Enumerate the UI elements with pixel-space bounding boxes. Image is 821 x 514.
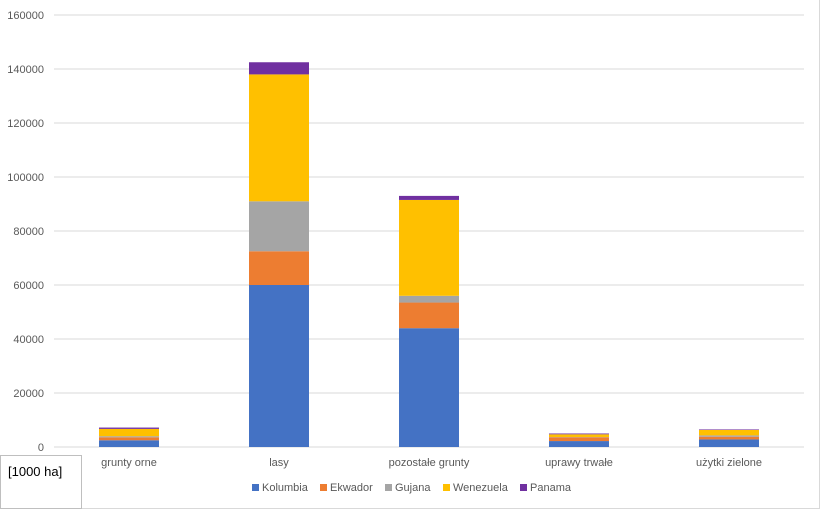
- bar-segment-kolumbia-5: [699, 439, 759, 447]
- x-axis-ticks: grunty orne lasy pozostałe grunty uprawy tr…: [101, 457, 762, 469]
- legend-swatch-wenezuela: [443, 484, 450, 491]
- bar-segment-panama-1: [99, 428, 159, 429]
- bar-segment-ekwador-1: [99, 437, 159, 440]
- y-tick-label: 100000: [7, 172, 44, 184]
- y-tick-label: 20000: [13, 388, 44, 400]
- bar-segment-ekwador-4: [549, 437, 609, 441]
- legend-label-ekwador: Ekwador: [330, 482, 373, 494]
- y-axis-ticks: 0 20000 40000 60000 80000 100000 120000 140000 1…: [7, 10, 44, 454]
- bar-segment-ekwador-3: [399, 303, 459, 329]
- bar-segment-gujana-1: [99, 436, 159, 437]
- y-tick-label: 120000: [7, 118, 44, 130]
- bar-segment-kolumbia-1: [99, 440, 159, 447]
- bar-segment-wenezuela-2: [249, 74, 309, 201]
- x-tick-label: użytki zielone: [696, 457, 762, 469]
- y-tick-label: 40000: [13, 334, 44, 346]
- legend-swatch-gujana: [385, 484, 392, 491]
- unit-box: [1000 ha]: [0, 455, 82, 509]
- bar-segment-ekwador-5: [699, 437, 759, 440]
- bar-segment-gujana-3: [399, 296, 459, 303]
- y-tick-label: 160000: [7, 10, 44, 22]
- bar-segment-panama-2: [249, 62, 309, 74]
- legend-label-kolumbia: Kolumbia: [262, 482, 309, 494]
- y-tick-label: 140000: [7, 64, 44, 76]
- bar-segment-ekwador-2: [249, 251, 309, 285]
- legend: Kolumbia Ekwador Gujana Wenezuela Panama: [252, 482, 572, 494]
- bar-segment-panama-5: [699, 429, 759, 430]
- x-tick-label: pozostałe grunty: [389, 457, 470, 469]
- bar-segment-gujana-5: [699, 435, 759, 436]
- bar-segment-wenezuela-5: [699, 430, 759, 435]
- bar-segment-wenezuela-4: [549, 434, 609, 437]
- legend-swatch-panama: [520, 484, 527, 491]
- legend-swatch-ekwador: [320, 484, 327, 491]
- legend-label-gujana: Gujana: [395, 482, 431, 494]
- y-tick-label: 80000: [13, 226, 44, 238]
- legend-swatch-kolumbia: [252, 484, 259, 491]
- bar-segment-panama-4: [549, 434, 609, 435]
- x-tick-label: grunty orne: [101, 457, 157, 469]
- legend-label-wenezuela: Wenezuela: [453, 482, 509, 494]
- bar-segment-wenezuela-3: [399, 200, 459, 296]
- bar-segment-kolumbia-3: [399, 328, 459, 447]
- y-tick-label: 60000: [13, 280, 44, 292]
- x-tick-label: uprawy trwałe: [545, 457, 613, 469]
- unit-label: [1000 ha]: [8, 464, 62, 479]
- y-tick-label: 0: [38, 442, 44, 454]
- bar-segment-panama-3: [399, 196, 459, 200]
- bar-segment-wenezuela-1: [99, 429, 159, 436]
- bars: [99, 62, 759, 447]
- x-tick-label: lasy: [269, 457, 289, 469]
- legend-label-panama: Panama: [530, 482, 572, 494]
- bar-segment-kolumbia-2: [249, 285, 309, 447]
- bar-segment-gujana-2: [249, 201, 309, 251]
- bar-segment-kolumbia-4: [549, 441, 609, 447]
